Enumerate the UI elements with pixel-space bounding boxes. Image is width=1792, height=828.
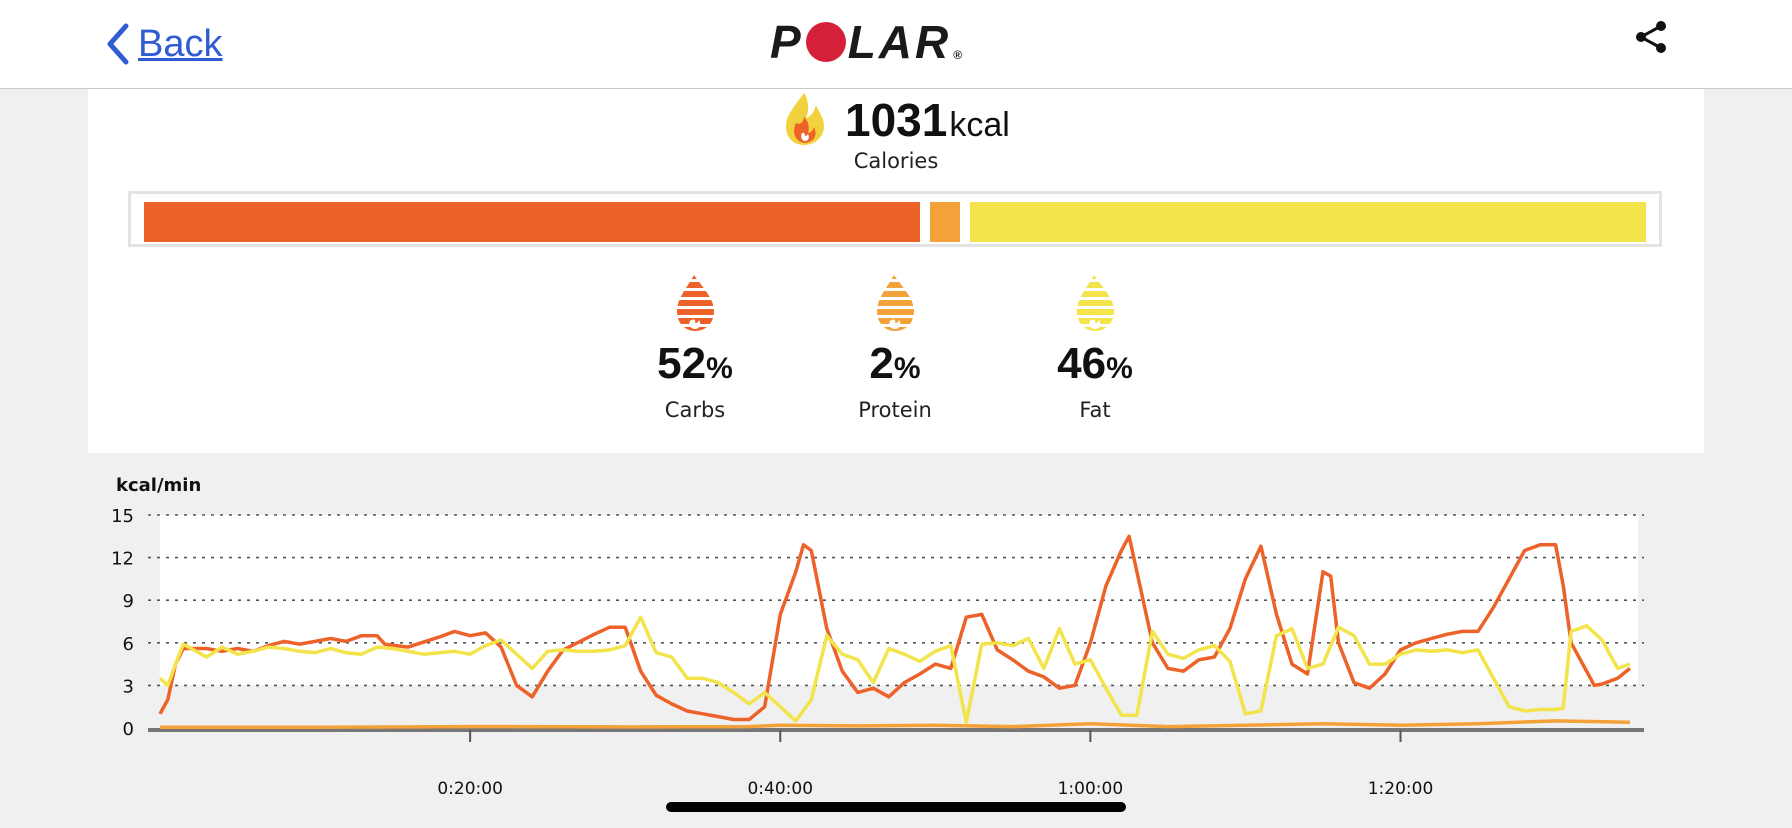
fat-rate-line xyxy=(158,615,1631,725)
carbs-label: Carbs xyxy=(664,398,726,422)
carbs-percent: 52% xyxy=(657,339,733,388)
macro-protein: 2% Protein xyxy=(825,273,965,422)
x-tick-label: 0:40:00 xyxy=(747,779,813,799)
y-tick-label: 12 xyxy=(111,549,134,570)
top-bar: Back P LAR ® xyxy=(0,0,1792,89)
back-label: Back xyxy=(138,22,223,65)
macro-fat: 46% Fat xyxy=(1025,273,1165,422)
y-axis-title: kcal/min xyxy=(116,475,201,496)
protein-flame-icon xyxy=(877,275,914,331)
y-tick-label: 3 xyxy=(123,676,134,697)
macro-breakdown-bar xyxy=(128,191,1662,247)
x-tick-label: 1:20:00 xyxy=(1368,779,1434,799)
protein-rate-line xyxy=(160,719,1631,730)
fat-label: Fat xyxy=(1079,398,1111,422)
home-indicator[interactable] xyxy=(666,802,1126,812)
y-tick-label: 0 xyxy=(123,719,134,740)
y-tick-label: 9 xyxy=(123,591,134,612)
calories-unit: kcal xyxy=(949,106,1010,144)
calories-value: 1031kcal xyxy=(845,93,1010,147)
y-tick-label: 15 xyxy=(111,506,134,527)
logo-dot xyxy=(805,22,846,62)
carbs-segment xyxy=(144,202,920,242)
x-tick-label: 0:20:00 xyxy=(437,779,503,799)
calories-label: Calories xyxy=(853,149,939,173)
calories-number: 1031 xyxy=(845,94,948,146)
x-tick-label: 1:00:00 xyxy=(1058,779,1124,799)
logo-letter-p: P xyxy=(770,16,804,68)
fat-segment xyxy=(969,202,1646,242)
fat-percent: 46% xyxy=(1057,339,1133,388)
protein-label: Protein xyxy=(858,398,932,422)
fat-flame-icon xyxy=(1077,275,1114,331)
carbs-flame-icon xyxy=(677,275,714,331)
y-tick-label: 6 xyxy=(123,634,134,655)
share-icon[interactable] xyxy=(1634,20,1668,54)
polar-logo: P LAR ® xyxy=(770,16,1022,68)
protein-percent: 2% xyxy=(869,339,921,388)
macro-carbs: 52% Carbs xyxy=(625,273,765,422)
back-button[interactable]: Back xyxy=(104,18,222,70)
chevron-left-icon xyxy=(107,23,129,65)
plot-area xyxy=(160,515,1638,685)
logo-letters: LAR xyxy=(847,16,952,68)
calories-rate-chart: kcal/min 15 12 9 6 3 0 0:20:00 0:40:00 1:00:00 1… xyxy=(111,475,1644,799)
calories-card: 1031kcal Calories 52% Carbs 2% Protein 4… xyxy=(88,89,1704,453)
registered-mark: ® xyxy=(953,48,966,62)
carbs-rate-line xyxy=(158,534,1632,722)
flame-icon xyxy=(786,93,824,145)
protein-segment xyxy=(929,202,960,242)
